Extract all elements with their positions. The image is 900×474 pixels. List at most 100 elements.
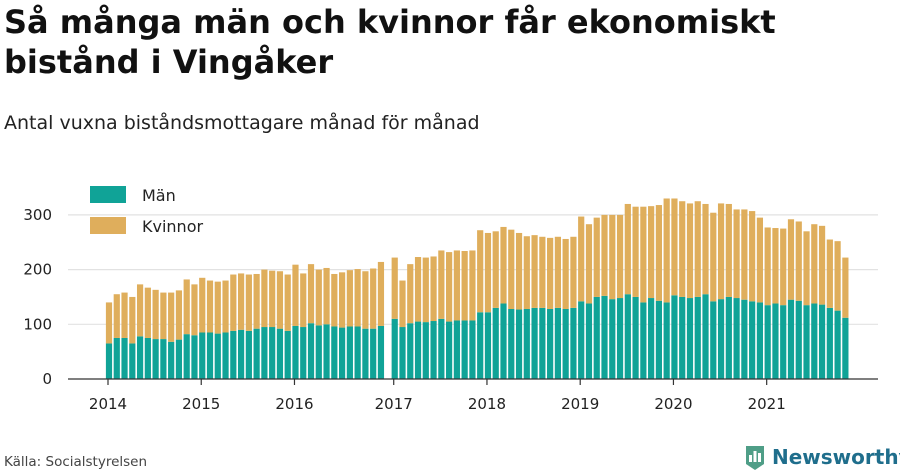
- bar-men: [725, 296, 732, 379]
- bar-men: [446, 321, 453, 379]
- bar-men: [523, 308, 530, 379]
- bar-women: [438, 250, 445, 319]
- bar-men: [230, 330, 237, 379]
- bar-men: [160, 339, 167, 379]
- bar-women: [136, 284, 144, 337]
- bar-women: [686, 203, 694, 299]
- bar-men: [339, 327, 346, 379]
- bar-men: [578, 301, 585, 379]
- bar-women: [399, 280, 406, 328]
- bar-men: [616, 298, 624, 379]
- bar-men: [307, 323, 315, 379]
- bar-men: [710, 301, 717, 379]
- bar-women: [508, 229, 515, 309]
- bar-men: [191, 335, 198, 379]
- bar-men: [206, 332, 214, 379]
- bar-women: [152, 289, 159, 340]
- bar-men: [508, 308, 515, 379]
- bar-women: [803, 231, 810, 306]
- bar-women: [632, 206, 639, 297]
- bar-men: [593, 296, 600, 379]
- legend-label-women: Kvinnor: [142, 217, 203, 236]
- bar-women: [787, 219, 795, 300]
- bar-women: [710, 212, 717, 302]
- bar-men: [648, 298, 655, 379]
- bar-men: [554, 307, 561, 379]
- bar-men: [362, 328, 369, 379]
- bar-men: [632, 296, 639, 379]
- bar-men: [624, 294, 631, 379]
- bar-men: [741, 299, 748, 379]
- bar-men: [492, 307, 499, 379]
- bar-women: [578, 216, 585, 302]
- bar-men: [370, 328, 377, 379]
- bar-women: [725, 203, 732, 297]
- bar-women: [539, 236, 546, 308]
- bar-women: [515, 232, 523, 310]
- bar-men: [237, 329, 245, 379]
- brand-logo[interactable]: Newsworthy: [744, 442, 900, 472]
- bar-women: [749, 211, 756, 302]
- bar-women: [370, 268, 377, 329]
- axes: 2014 2015 2016 2017 2018 2019 2020 2021: [68, 378, 878, 413]
- bar-men: [346, 326, 353, 379]
- bar-women: [741, 209, 748, 300]
- bar-men: [671, 295, 678, 379]
- source-note: Källa: Socialstyrelsen: [4, 454, 148, 470]
- legend: Män Kvinnor: [90, 186, 203, 236]
- bar-women: [113, 294, 120, 338]
- bar-men: [121, 337, 128, 379]
- bar-women: [772, 228, 779, 304]
- bar-men: [500, 303, 507, 379]
- bar-men: [515, 309, 523, 379]
- legend-swatch-men: [90, 186, 126, 203]
- bar-men: [655, 300, 662, 379]
- bar-women: [391, 257, 398, 319]
- bar-men: [702, 294, 709, 379]
- bar-men: [663, 302, 670, 379]
- bar-men: [787, 299, 795, 379]
- x-tick-label: 2016: [275, 395, 313, 413]
- bar-men: [168, 341, 175, 379]
- bar-men: [113, 337, 120, 379]
- bar-men: [772, 303, 779, 379]
- bar-men: [469, 320, 476, 379]
- bar-men: [570, 307, 577, 379]
- bar-men: [214, 333, 221, 379]
- bar-men: [842, 317, 849, 379]
- bar-women: [191, 284, 198, 336]
- chart-title: Så många män och kvinnor får ekonomiskt …: [4, 3, 776, 81]
- bar-women: [702, 203, 709, 295]
- bar-women: [121, 292, 128, 338]
- bar-women: [284, 274, 291, 331]
- bar-women: [245, 274, 252, 331]
- x-tick-label: 2021: [748, 395, 786, 413]
- bar-men: [609, 299, 616, 379]
- bar-women: [795, 221, 802, 301]
- bar-men: [323, 324, 330, 379]
- bar-men: [136, 336, 144, 379]
- bar-women: [764, 227, 771, 306]
- bar-men: [562, 308, 569, 379]
- bar-men: [539, 307, 546, 379]
- bar-women: [331, 273, 338, 327]
- bar-women: [446, 252, 453, 322]
- bar-men: [826, 307, 833, 379]
- bar-men: [377, 325, 385, 379]
- bar-women: [362, 271, 369, 329]
- bar-women: [671, 198, 678, 296]
- bar-men: [640, 302, 647, 379]
- bar-women: [377, 261, 385, 326]
- bar-women: [554, 236, 561, 308]
- bar-men: [686, 298, 694, 379]
- bar-women: [453, 250, 460, 321]
- bar-women: [237, 273, 245, 330]
- bar-women: [206, 280, 214, 333]
- bar-women: [624, 203, 631, 295]
- bar-men: [354, 326, 361, 379]
- bar-men: [484, 312, 492, 379]
- bar-women: [547, 237, 554, 309]
- bar-women: [199, 277, 206, 333]
- bar-women: [811, 224, 818, 304]
